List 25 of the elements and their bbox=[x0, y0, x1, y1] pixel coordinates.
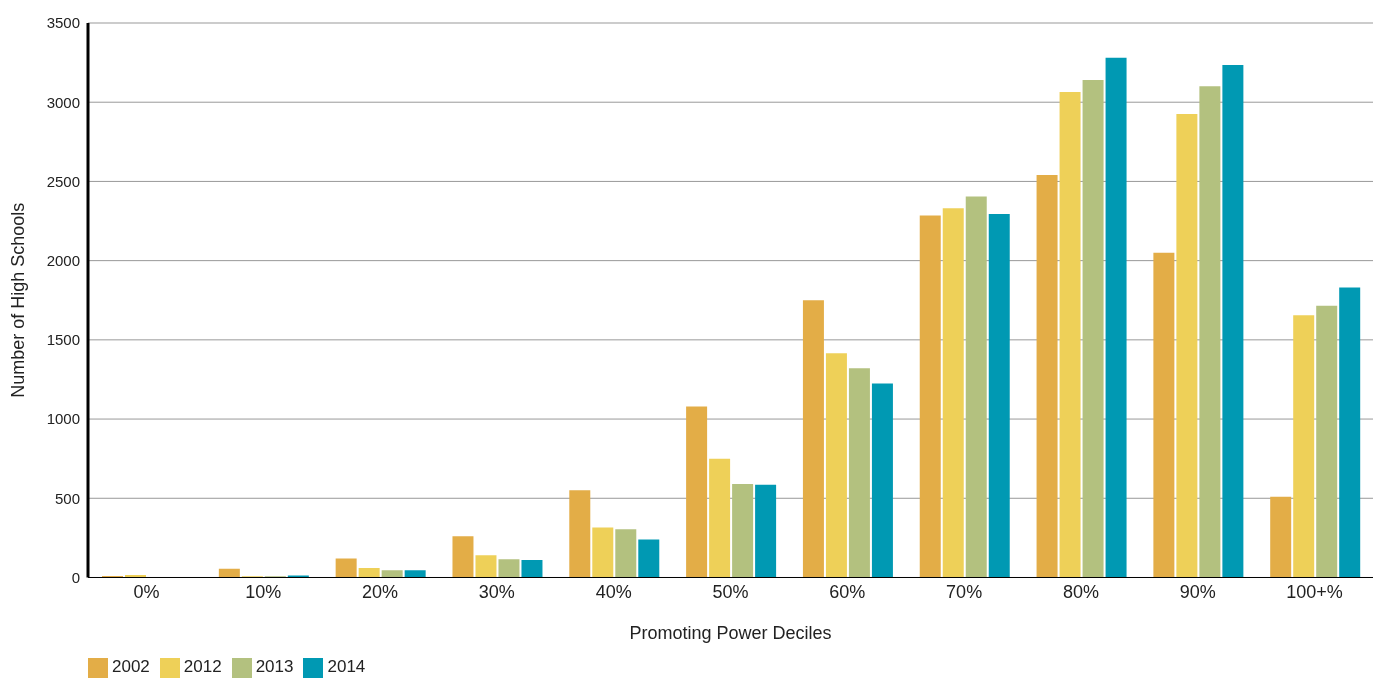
x-tick-label: 80% bbox=[1062, 582, 1099, 603]
legend-label: 2012 bbox=[183, 657, 222, 677]
y-tick-label: 2500 bbox=[46, 172, 80, 190]
x-tick-label: 60% bbox=[829, 582, 866, 603]
legend-label: 2013 bbox=[255, 657, 294, 677]
x-tick-label: 90% bbox=[1179, 582, 1216, 603]
x-tick-label: 10% bbox=[245, 582, 282, 603]
y-tick-label: 2000 bbox=[46, 251, 80, 269]
y-tick-label: 3000 bbox=[46, 93, 80, 111]
x-tick-label: 20% bbox=[362, 582, 399, 603]
y-tick-label: 0 bbox=[71, 568, 80, 586]
x-axis-title: Promoting Power Deciles bbox=[629, 623, 832, 644]
x-tick-label: 100+% bbox=[1286, 582, 1343, 603]
y-tick-label: 1500 bbox=[46, 331, 80, 349]
y-tick-label: 3500 bbox=[46, 14, 80, 32]
legend-label: 2014 bbox=[327, 657, 366, 677]
y-tick-label: 500 bbox=[54, 489, 80, 507]
legend-label: 2002 bbox=[112, 657, 150, 677]
x-tick-label: 40% bbox=[595, 582, 632, 603]
y-axis-title: Number of High Schools bbox=[8, 202, 29, 398]
x-tick-label: 30% bbox=[478, 582, 515, 603]
y-tick-label: 1000 bbox=[46, 410, 80, 428]
x-tick-label: 70% bbox=[946, 582, 983, 603]
x-tick-label: 0% bbox=[133, 582, 160, 603]
x-tick-label: 50% bbox=[712, 582, 749, 603]
